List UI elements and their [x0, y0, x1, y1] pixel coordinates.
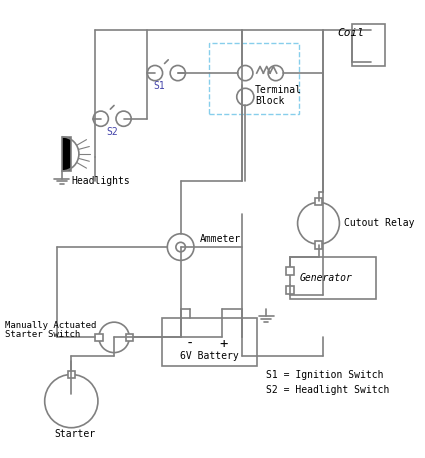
Bar — [125, 333, 133, 341]
Bar — [290, 256, 376, 300]
Text: S2 = Headlight Switch: S2 = Headlight Switch — [266, 385, 390, 395]
Text: -: - — [186, 337, 194, 351]
Text: Ammeter: Ammeter — [200, 234, 241, 245]
Circle shape — [45, 375, 98, 428]
Circle shape — [170, 65, 185, 81]
Text: Generator: Generator — [300, 273, 352, 284]
Circle shape — [147, 65, 163, 81]
Circle shape — [167, 234, 194, 261]
Text: Headlights: Headlights — [71, 175, 130, 185]
Text: S1: S1 — [153, 82, 164, 92]
Circle shape — [176, 242, 185, 252]
Bar — [286, 267, 294, 275]
Bar — [162, 318, 257, 366]
Bar — [62, 137, 71, 171]
Text: Coil: Coil — [337, 28, 365, 38]
Bar — [68, 371, 75, 378]
Circle shape — [237, 88, 254, 105]
Circle shape — [268, 65, 283, 81]
Bar — [314, 241, 322, 249]
Text: Cutout Relay: Cutout Relay — [344, 218, 415, 228]
Circle shape — [116, 111, 131, 126]
Circle shape — [238, 65, 253, 81]
Circle shape — [93, 111, 108, 126]
Text: S2: S2 — [106, 127, 118, 137]
Text: Terminal
Block: Terminal Block — [255, 85, 302, 106]
Text: +: + — [219, 337, 228, 351]
Text: Starter Switch: Starter Switch — [5, 330, 80, 339]
Text: Manually Actuated: Manually Actuated — [5, 321, 96, 329]
Bar — [314, 197, 322, 205]
Bar — [352, 24, 385, 66]
Text: S1 = Ignition Switch: S1 = Ignition Switch — [266, 371, 384, 381]
Text: 6V Battery: 6V Battery — [180, 351, 238, 361]
Bar — [286, 286, 294, 294]
Bar — [95, 333, 103, 341]
Text: Starter: Starter — [54, 429, 95, 439]
Bar — [209, 43, 300, 114]
Circle shape — [298, 202, 340, 244]
Circle shape — [99, 322, 129, 353]
